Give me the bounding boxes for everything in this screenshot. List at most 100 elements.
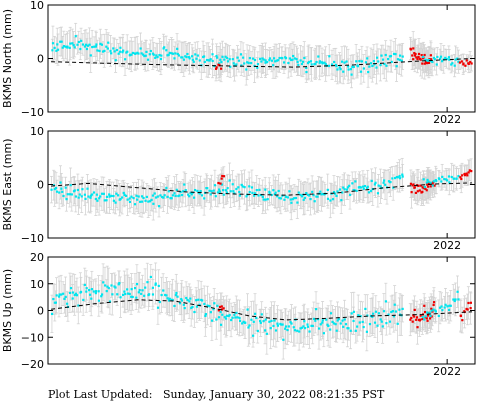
cyan-point (112, 194, 115, 198)
cyan-point (208, 189, 211, 192)
cyan-point (396, 176, 399, 179)
cyan-point (426, 178, 429, 182)
red-point (413, 308, 416, 312)
cyan-point (237, 59, 241, 62)
cyan-point (140, 292, 143, 295)
cyan-point (82, 298, 85, 302)
cyan-point (279, 197, 282, 200)
red-point (459, 314, 462, 318)
cyan-point (184, 189, 187, 192)
cyan-point (343, 188, 346, 191)
red-point (219, 182, 222, 185)
cyan-point (190, 55, 194, 58)
cyan-point (56, 43, 59, 46)
cyan-point (265, 332, 269, 335)
cyan-point (401, 55, 404, 58)
y-tick-label: 20 (30, 251, 44, 264)
cyan-point (176, 47, 179, 50)
cyan-point (344, 323, 348, 326)
cyan-point (383, 62, 386, 66)
cyan-point (58, 191, 61, 194)
cyan-point (440, 305, 443, 308)
cyan-point (266, 198, 269, 201)
cyan-point (362, 187, 365, 190)
cyan-point (148, 293, 151, 296)
cyan-point (195, 305, 199, 308)
cyan-point (309, 197, 312, 201)
cyan-point (128, 292, 131, 296)
cyan-point (114, 286, 117, 289)
cyan-point (143, 54, 146, 58)
cyan-point (430, 309, 433, 312)
cyan-point (246, 308, 249, 311)
cyan-point (258, 319, 262, 323)
red-point (409, 182, 413, 185)
cyan-point (106, 47, 109, 50)
cyan-point (329, 328, 332, 331)
cyan-point (367, 191, 371, 194)
cyan-point (94, 292, 97, 295)
cyan-point (372, 312, 375, 315)
cyan-point (250, 186, 254, 189)
cyan-point (394, 176, 397, 180)
cyan-point (299, 193, 302, 197)
cyan-point (443, 178, 446, 181)
cyan-point (302, 60, 305, 63)
cyan-point (59, 181, 62, 184)
cyan-point (143, 294, 146, 297)
cyan-point (238, 194, 241, 197)
cyan-point (154, 283, 157, 286)
cyan-point (131, 51, 135, 55)
red-point (465, 307, 468, 311)
cyan-point (345, 60, 348, 63)
red-point (215, 66, 218, 69)
cyan-point (366, 314, 369, 317)
cyan-point (308, 330, 311, 333)
cyan-point (439, 57, 442, 60)
red-point (470, 62, 473, 65)
cyan-point (343, 318, 346, 321)
cyan-point (121, 196, 124, 199)
cyan-point (305, 66, 308, 69)
cyan-point (289, 198, 292, 201)
red-point (421, 62, 424, 65)
cyan-point (162, 289, 165, 292)
cyan-point (136, 198, 139, 201)
cyan-point (296, 60, 299, 64)
cyan-point (253, 192, 257, 195)
cyan-point (141, 200, 144, 203)
cyan-point (396, 322, 399, 325)
red-point (427, 185, 430, 188)
cyan-point (217, 188, 221, 191)
cyan-point (441, 309, 444, 312)
cyan-point (422, 178, 425, 181)
red-point (417, 52, 421, 56)
cyan-point (218, 62, 221, 65)
cyan-point (319, 323, 322, 326)
cyan-point (101, 50, 105, 53)
cyan-point (153, 192, 156, 195)
cyan-point (55, 294, 58, 297)
cyan-point (281, 57, 284, 60)
cyan-point (126, 50, 129, 53)
cyan-point (445, 57, 448, 61)
cyan-point (361, 185, 365, 188)
cyan-point (103, 284, 107, 287)
cyan-point (426, 59, 429, 62)
cyan-point (261, 57, 264, 60)
cyan-point (100, 293, 104, 296)
cyan-point (163, 46, 166, 49)
cyan-point (306, 325, 310, 328)
cyan-point (100, 295, 103, 298)
cyan-point (59, 40, 62, 43)
cyan-point (398, 313, 402, 316)
plot-footer: Plot Last Updated: Sunday, January 30, 2… (48, 388, 384, 401)
cyan-point (280, 323, 283, 326)
cyan-point (216, 191, 219, 194)
cyan-point (55, 186, 58, 190)
red-point (470, 169, 473, 173)
red-point (460, 177, 463, 181)
cyan-point (204, 314, 207, 318)
red-point (430, 58, 433, 61)
cyan-point (311, 190, 314, 193)
